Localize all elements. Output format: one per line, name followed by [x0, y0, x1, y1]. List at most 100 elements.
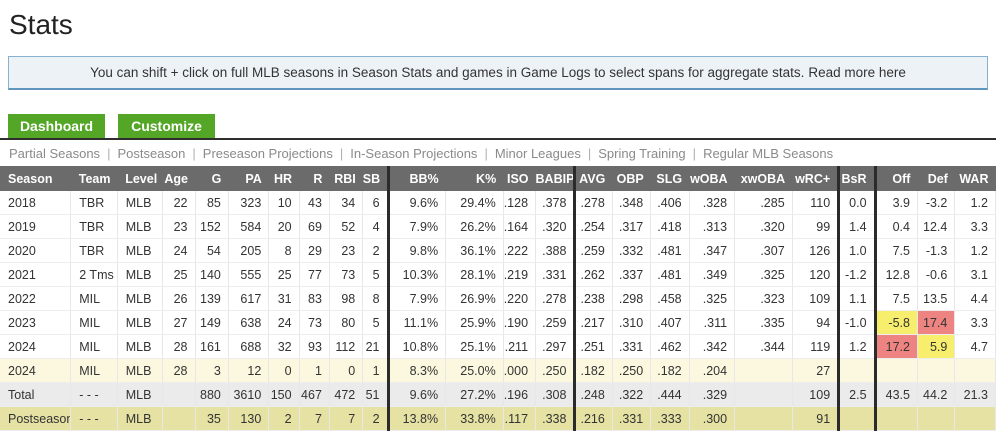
cell-bsr[interactable]: 1.2: [837, 334, 876, 359]
cell-babip[interactable]: .259: [535, 310, 576, 335]
cell-avg[interactable]: .217: [573, 310, 613, 335]
cell-pa[interactable]: 584: [228, 214, 270, 239]
column-header-wrc[interactable]: wRC+: [792, 166, 839, 191]
cell-season[interactable]: 2021: [0, 262, 72, 287]
cell-team[interactable]: - - -: [70, 382, 118, 407]
cell-rbi[interactable]: 472: [329, 382, 364, 407]
column-header-xwoba[interactable]: xwOBA: [734, 166, 793, 191]
cell-team[interactable]: MIL: [70, 358, 118, 383]
cell-iso[interactable]: .196: [503, 382, 537, 407]
cell-slg[interactable]: .462: [650, 334, 690, 359]
cell-obp[interactable]: .331: [612, 334, 652, 359]
cell-team[interactable]: 2 Tms: [70, 262, 118, 287]
cell-g[interactable]: 3: [195, 358, 229, 383]
cell-bb[interactable]: 9.6%: [386, 191, 447, 215]
cell-avg[interactable]: .216: [573, 406, 613, 431]
cell-k[interactable]: 36.1%: [445, 238, 504, 263]
cell-bsr[interactable]: 1.1: [837, 286, 876, 311]
cell-bsr[interactable]: -1.2: [837, 262, 876, 287]
cell-season[interactable]: 2020: [0, 238, 72, 263]
cell-iso[interactable]: .220: [503, 286, 537, 311]
cell-season[interactable]: 2018: [0, 191, 72, 215]
cell-avg[interactable]: .262: [573, 262, 613, 287]
cell-sb[interactable]: 6: [362, 191, 389, 215]
column-header-babip[interactable]: BABIP: [535, 166, 575, 191]
column-header-k[interactable]: K%: [445, 166, 504, 191]
cell-g[interactable]: 35: [195, 406, 229, 431]
cell-bb[interactable]: 10.3%: [386, 262, 447, 287]
cell-g[interactable]: 880: [195, 382, 229, 407]
cell-bb[interactable]: 13.8%: [386, 406, 447, 431]
cell-age[interactable]: 25: [162, 262, 196, 287]
column-header-off[interactable]: Off: [873, 166, 918, 191]
cell-pa[interactable]: 638: [228, 310, 270, 335]
cell-pa[interactable]: 205: [228, 238, 270, 263]
cell-k[interactable]: 25.9%: [445, 310, 504, 335]
cell-pa[interactable]: 617: [228, 286, 270, 311]
cell-wrc[interactable]: 94: [792, 310, 840, 335]
cell-woba[interactable]: .349: [689, 262, 736, 287]
cell-rbi[interactable]: 80: [329, 310, 364, 335]
cell-xwoba[interactable]: .307: [734, 238, 793, 263]
cell-def[interactable]: -3.2: [917, 191, 956, 215]
cell-sb[interactable]: 51: [362, 382, 389, 407]
cell-season[interactable]: Total: [0, 382, 72, 407]
column-header-bsr[interactable]: BsR: [837, 166, 876, 191]
cell-wrc[interactable]: 119: [792, 334, 840, 359]
cell-sb[interactable]: 5: [362, 262, 389, 287]
cell-xwoba[interactable]: .325: [734, 262, 793, 287]
cell-babip[interactable]: .297: [535, 334, 576, 359]
cell-bsr[interactable]: -1.0: [837, 310, 876, 335]
cell-bb[interactable]: 11.1%: [386, 310, 447, 335]
cell-season[interactable]: 2019: [0, 214, 72, 239]
cell-age[interactable]: 27: [162, 310, 196, 335]
cell-season[interactable]: 2024: [0, 358, 72, 383]
cell-season[interactable]: Postseason: [0, 406, 72, 431]
cell-rbi[interactable]: 112: [329, 334, 364, 359]
cell-level[interactable]: MLB: [117, 334, 164, 359]
cell-age[interactable]: [162, 382, 196, 407]
cell-wrc[interactable]: 120: [792, 262, 840, 287]
cell-babip[interactable]: .378: [535, 191, 576, 215]
nav-link-preseason-projections[interactable]: Preseason Projections: [202, 146, 333, 161]
cell-team[interactable]: - - -: [70, 406, 118, 431]
cell-age[interactable]: 28: [162, 334, 196, 359]
cell-rbi[interactable]: 52: [329, 214, 364, 239]
column-header-avg[interactable]: AVG: [573, 166, 613, 191]
cell-babip[interactable]: .388: [535, 238, 576, 263]
cell-obp[interactable]: .298: [612, 286, 652, 311]
cell-wrc[interactable]: 99: [792, 214, 840, 239]
cell-hr[interactable]: 31: [268, 286, 300, 311]
cell-age[interactable]: 28: [162, 358, 196, 383]
cell-wrc[interactable]: 110: [792, 191, 840, 215]
cell-k[interactable]: 26.9%: [445, 286, 504, 311]
cell-bb[interactable]: 10.8%: [386, 334, 447, 359]
cell-age[interactable]: 26: [162, 286, 196, 311]
cell-bsr[interactable]: 1.4: [837, 214, 876, 239]
column-header-age[interactable]: Age: [162, 166, 196, 191]
cell-war[interactable]: [954, 358, 996, 383]
cell-xwoba[interactable]: .344: [734, 334, 793, 359]
cell-avg[interactable]: .251: [573, 334, 613, 359]
cell-r[interactable]: 1: [299, 358, 330, 383]
cell-slg[interactable]: .481: [650, 262, 690, 287]
cell-obp[interactable]: .317: [612, 214, 652, 239]
cell-wrc[interactable]: 109: [792, 286, 840, 311]
column-header-rbi[interactable]: RBI: [329, 166, 363, 191]
cell-bb[interactable]: 9.6%: [386, 382, 447, 407]
cell-war[interactable]: [954, 406, 996, 431]
cell-g[interactable]: 139: [195, 286, 229, 311]
cell-iso[interactable]: .000: [503, 358, 537, 383]
column-header-def[interactable]: Def: [917, 166, 955, 191]
cell-bb[interactable]: 8.3%: [386, 358, 447, 383]
read-more-link[interactable]: Read more here: [808, 65, 906, 80]
cell-k[interactable]: 25.1%: [445, 334, 504, 359]
cell-r[interactable]: 93: [299, 334, 330, 359]
cell-level[interactable]: MLB: [117, 406, 164, 431]
cell-xwoba[interactable]: .320: [734, 214, 793, 239]
cell-bsr[interactable]: [837, 406, 876, 431]
cell-iso[interactable]: .222: [503, 238, 537, 263]
table-row-2021[interactable]: 2021 2 Tms MLB 25 140 555 25 77 73 5 10.3% 28.1% .21…: [0, 262, 996, 287]
cell-sb[interactable]: 1: [362, 358, 389, 383]
cell-level[interactable]: MLB: [117, 214, 164, 239]
